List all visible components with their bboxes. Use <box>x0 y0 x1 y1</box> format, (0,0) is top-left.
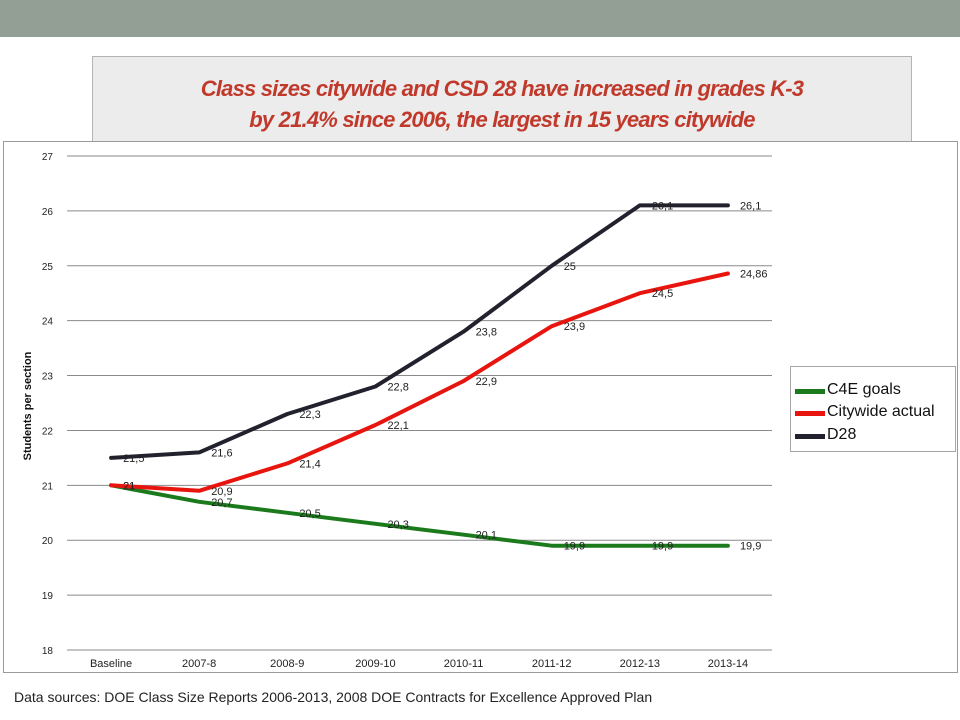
x-tick-label: Baseline <box>90 658 132 670</box>
data-label-d28: 26,1 <box>740 200 761 212</box>
legend-swatch-c4e-goals <box>795 389 825 394</box>
y-tick-label: 21 <box>42 481 54 492</box>
y-tick-label: 23 <box>42 372 54 383</box>
x-tick-label: 2008-9 <box>270 658 304 670</box>
data-label-c4e-goals: 19,9 <box>564 541 585 553</box>
data-label-c4e-goals: 20,5 <box>299 508 320 520</box>
data-label-citywide-actual: 24,5 <box>652 288 673 300</box>
series-line-d28 <box>109 203 730 460</box>
x-tick-label: 2009-10 <box>355 658 395 670</box>
x-tick-label: 2011-12 <box>532 658 572 670</box>
x-tick-label: 2012-13 <box>620 658 660 670</box>
y-tick-label: 26 <box>42 207 54 218</box>
y-tick-label: 24 <box>42 317 54 328</box>
data-label-citywide-actual: 21,4 <box>299 458 320 470</box>
data-sources-footer: Data sources: DOE Class Size Reports 200… <box>14 689 653 705</box>
legend-swatch-citywide-actual <box>795 411 825 416</box>
title-line-1: Class sizes citywide and CSD 28 have inc… <box>200 76 804 101</box>
y-tick-label: 19 <box>42 591 54 602</box>
data-label-citywide-actual: 23,9 <box>564 321 585 333</box>
legend-item-citywide-actual: Citywide actual <box>791 401 955 427</box>
data-label-d28: 23,8 <box>476 327 497 339</box>
data-label-d28: 22,3 <box>299 409 320 421</box>
grid-lines <box>67 155 772 651</box>
data-label-c4e-goals: 19,9 <box>652 541 673 553</box>
x-tick-label: 2013-14 <box>708 658 748 670</box>
legend-label-d28: D28 <box>827 426 857 443</box>
y-tick-label: 25 <box>42 262 54 273</box>
series-line-citywide-actual <box>109 271 730 493</box>
data-label-c4e-goals: 19,9 <box>740 541 761 553</box>
data-label-d28: 26,1 <box>652 200 673 212</box>
legend: C4E goals Citywide actual D28 <box>790 366 956 452</box>
slide-title: Class sizes citywide and CSD 28 have inc… <box>93 73 911 135</box>
data-label-citywide-actual: 24,86 <box>740 268 768 280</box>
data-label-d28: 25 <box>564 261 576 273</box>
y-tick-label: 18 <box>42 646 54 657</box>
x-tick-label: 2010-11 <box>444 658 484 670</box>
data-label-d28: 21,5 <box>123 453 144 465</box>
legend-swatch-d28 <box>795 434 825 439</box>
x-axis-ticks: Baseline 2007-8 2008-9 2009-10 2010-11 2011-1… <box>90 658 748 670</box>
data-label-d28: 22,8 <box>387 382 408 394</box>
top-banner <box>0 0 960 37</box>
legend-label-citywide-actual: Citywide actual <box>827 403 935 420</box>
title-box: Class sizes citywide and CSD 28 have inc… <box>92 56 912 142</box>
data-label-d28: 21,6 <box>211 447 232 459</box>
y-tick-label: 22 <box>42 426 54 437</box>
data-label-citywide-actual: 20,9 <box>211 486 232 498</box>
legend-item-d28: D28 <box>791 424 955 450</box>
y-axis-ticks: 18 19 20 21 22 23 24 25 26 27 <box>42 152 54 657</box>
chart-area: 18 19 20 21 22 23 24 25 26 27 Baseline 2007-8 2008-… <box>3 141 958 673</box>
data-label-citywide-actual: 21 <box>123 480 135 492</box>
data-label-c4e-goals: 20,1 <box>476 530 497 542</box>
title-line-2: by 21.4% since 2006, the largest in 15 y… <box>249 107 755 132</box>
series-line-c4e-goals <box>109 483 730 548</box>
series-lines <box>109 203 730 548</box>
y-tick-label: 20 <box>42 536 54 547</box>
y-tick-label: 27 <box>42 152 54 163</box>
line-chart: 18 19 20 21 22 23 24 25 26 27 Baseline 2007-8 2008-… <box>22 152 772 670</box>
data-label-c4e-goals: 20,7 <box>211 497 232 509</box>
data-label-c4e-goals: 21 <box>123 480 135 492</box>
data-label-c4e-goals: 20,3 <box>387 519 408 531</box>
x-tick-label: 2007-8 <box>182 658 216 670</box>
data-label-citywide-actual: 22,9 <box>476 376 497 388</box>
y-axis-label: Students per section <box>22 351 34 460</box>
legend-item-c4e-goals: C4E goals <box>791 379 955 405</box>
legend-label-c4e-goals: C4E goals <box>827 381 901 398</box>
data-label-citywide-actual: 22,1 <box>387 420 408 432</box>
